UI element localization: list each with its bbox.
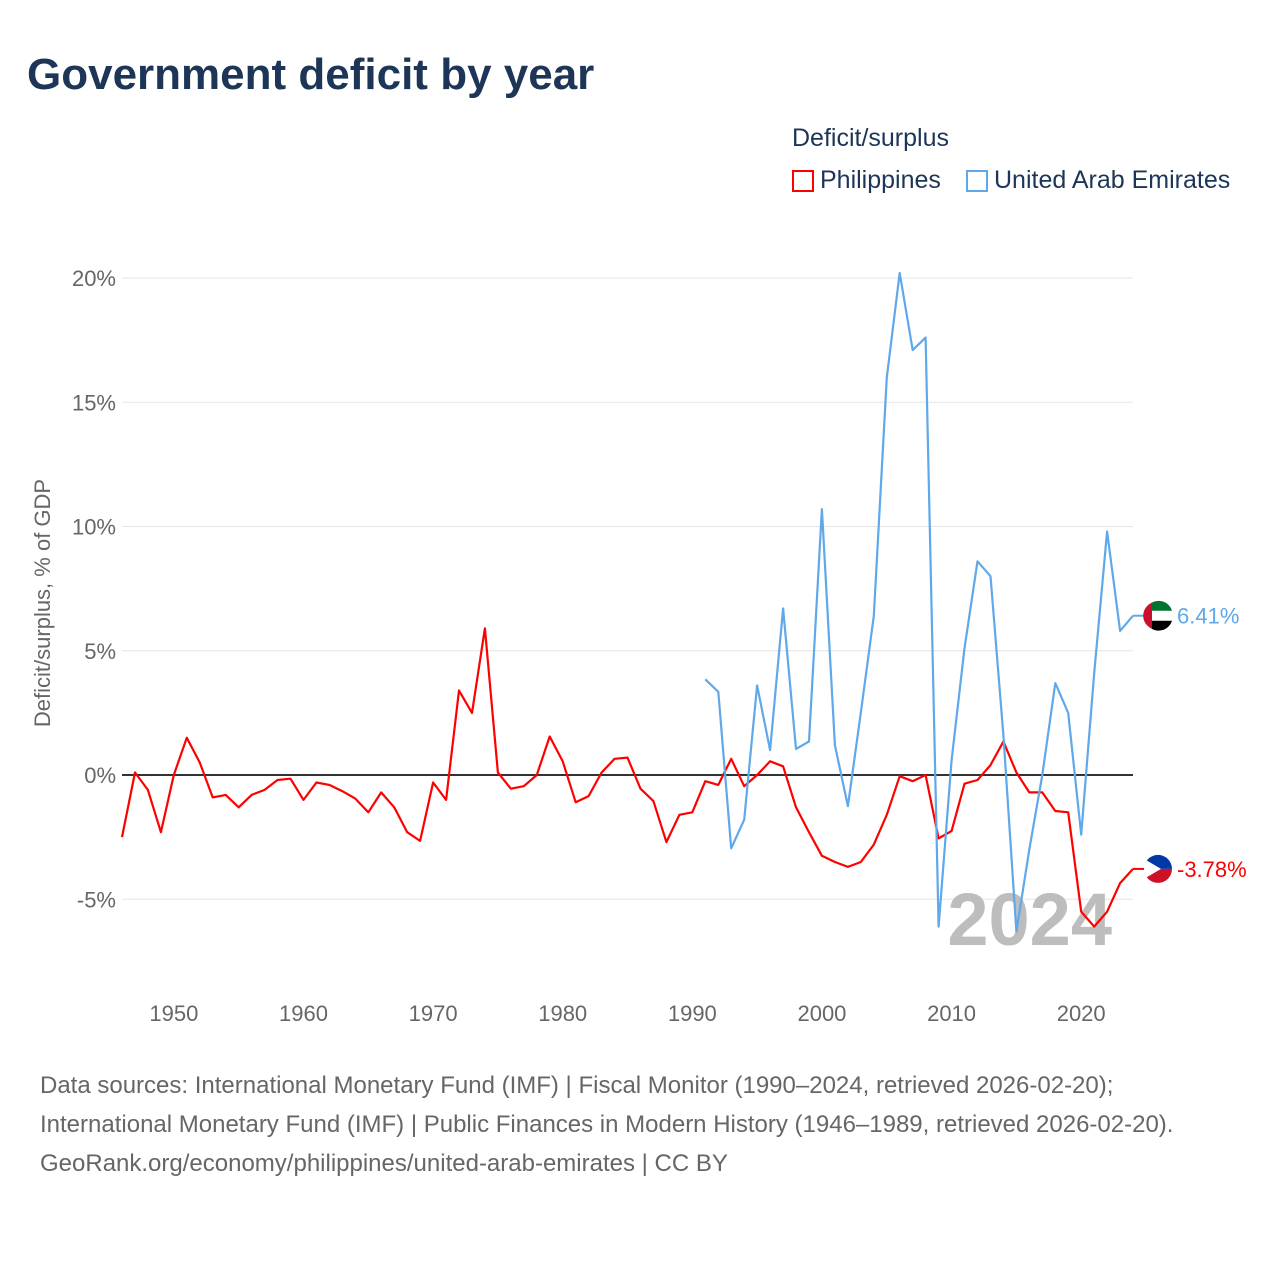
x-tick-label: 1990 [668,1001,717,1026]
x-tick-label: 1950 [149,1001,198,1026]
legend-label: United Arab Emirates [994,166,1231,194]
line-chart: -5% 0% 5% 10% 15% 20% 1950 1960 1970 1980 1990 2000… [30,266,1247,1026]
x-tick-label: 2000 [797,1001,846,1026]
series-line-uae [704,271,1134,933]
uae-flag-icon [1148,620,1172,631]
y-tick-label: 20% [72,266,116,291]
uae-flag-icon [1143,602,1152,629]
legend-label: Philippines [820,166,941,194]
uae-flag-icon [1148,600,1172,611]
x-tick-label: 2010 [927,1001,976,1026]
series-line-philippines [120,627,1134,928]
end-value-label: 6.41% [1177,604,1239,629]
legend-title: Deficit/surplus [792,124,949,152]
year-watermark: 2024 [947,878,1112,961]
chart-title: Government deficit by year [27,50,595,99]
y-tick-label: 5% [84,639,116,664]
source-link[interactable]: GeoRank.org/economy/philippines/united-a… [40,1150,728,1177]
legend-item-philippines[interactable]: Philippines [792,166,941,195]
source-note: Data sources: International Monetary Fun… [40,1066,1240,1183]
x-tick-label: 1960 [279,1001,328,1026]
legend-swatch [966,169,988,192]
legend-swatch [792,169,814,192]
x-tick-label: 1970 [409,1001,458,1026]
legend-item-uae[interactable]: United Arab Emirates [966,166,1230,195]
y-axis-label: Deficit/surplus, % of GDP [30,479,55,727]
y-tick-label: 15% [72,390,116,415]
x-tick-label: 1980 [538,1001,587,1026]
end-value-label: -3.78% [1177,857,1247,882]
philippines-flag-icon [1144,858,1161,879]
y-tick-label: -5% [77,887,116,912]
source-text: Data sources: International Monetary Fun… [40,1072,1174,1138]
y-tick-label: 0% [84,763,116,788]
x-tick-label: 2020 [1057,1001,1106,1026]
y-tick-label: 10% [72,515,116,540]
